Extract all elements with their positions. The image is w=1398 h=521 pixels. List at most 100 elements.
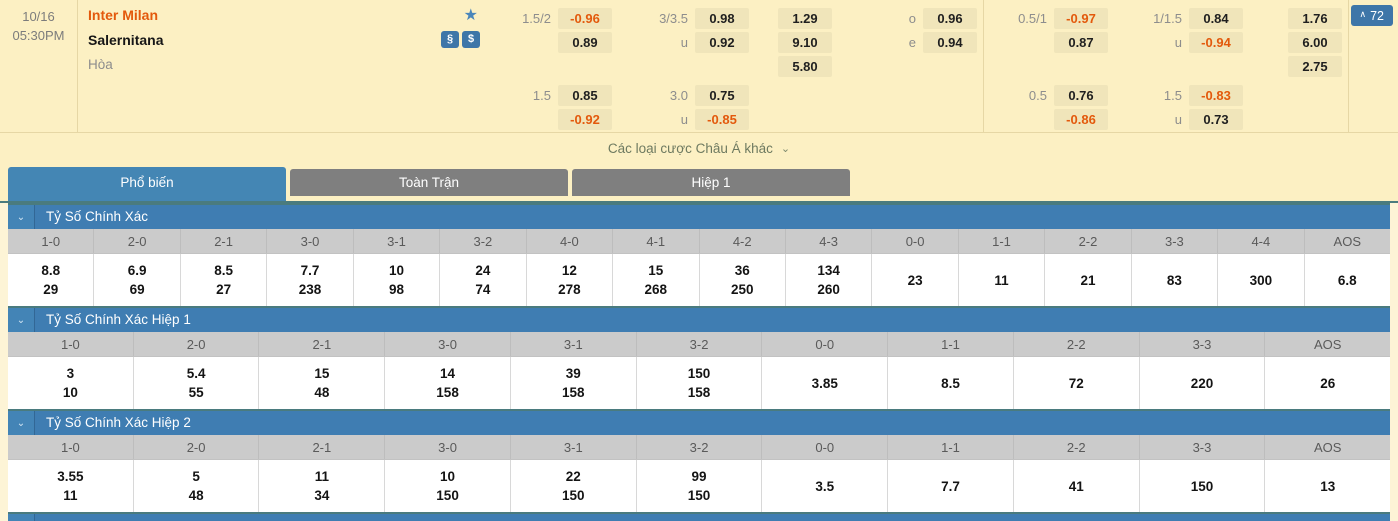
more-asian-bets-link[interactable]: Các loại cược Châu Á khác ⌄ xyxy=(0,133,1398,163)
next-section-header-partial[interactable] xyxy=(8,514,1390,521)
score-odds-cell[interactable]: 300 xyxy=(1218,254,1305,306)
odds-pill-1x2[interactable]: 2.75 xyxy=(1288,55,1342,77)
bet-slip-icon[interactable]: § xyxy=(441,31,459,48)
section-header[interactable]: ⌄ Tỷ Số Chính Xác xyxy=(8,205,1390,229)
odds-pill-handicap[interactable]: -0.97 xyxy=(1054,7,1108,29)
score-odds-cell[interactable]: 41 xyxy=(1014,460,1140,512)
odds-pill-1x2[interactable]: 1.76 xyxy=(1288,7,1342,29)
tab-hiep-1[interactable]: Hiệp 1 xyxy=(572,169,850,196)
score-column-header: 2-2 xyxy=(1045,229,1132,253)
score-odds-cell[interactable]: 14 158 xyxy=(385,357,511,409)
odds-row: 1/1.5 0.84 xyxy=(1114,6,1249,30)
odds-pill-over-under[interactable]: 0.73 xyxy=(1189,108,1243,130)
odds-pill-over-under[interactable]: 0.98 xyxy=(695,7,749,29)
next-section-partial xyxy=(8,512,1390,521)
collapse-chevron-icon[interactable] xyxy=(8,514,35,521)
score-odds-cell[interactable]: 3.5 xyxy=(762,460,889,512)
tab-pho-bien[interactable]: Phổ biến xyxy=(8,167,286,201)
score-odds-cell[interactable]: 5.4 55 xyxy=(134,357,260,409)
odds-pill-1x2[interactable]: 5.80 xyxy=(778,55,832,77)
score-odds-cell[interactable]: 6.9 69 xyxy=(94,254,181,306)
odds-pill-1x2[interactable]: 6.00 xyxy=(1288,31,1342,53)
score-odds-cell[interactable]: 6.8 xyxy=(1305,254,1390,306)
odds-line-label: 3.0 xyxy=(669,87,688,103)
score-odds-cell[interactable]: 72 xyxy=(1014,357,1140,409)
score-column-header: 3-0 xyxy=(385,435,511,459)
score-odds-cell[interactable]: 13 xyxy=(1265,460,1390,512)
score-odds-cell[interactable]: 83 xyxy=(1132,254,1219,306)
section-header[interactable]: ⌄ Tỷ Số Chính Xác Hiệp 2 xyxy=(8,411,1390,435)
score-odds-cell[interactable]: 21 xyxy=(1045,254,1132,306)
odds-row: u 0.92 xyxy=(618,30,755,54)
score-odds-value: 150 xyxy=(1190,478,1214,494)
score-odds-cell[interactable]: 12 278 xyxy=(527,254,614,306)
odds-pill-over-under[interactable]: -0.94 xyxy=(1189,31,1243,53)
odds-pill-handicap[interactable]: -0.96 xyxy=(558,7,612,29)
odds-pill-handicap[interactable]: -0.92 xyxy=(558,108,612,130)
favorite-star-icon[interactable]: ★ xyxy=(463,7,478,24)
odds-pill-over-under[interactable]: 0.92 xyxy=(695,31,749,53)
score-odds-cell[interactable]: 11 xyxy=(959,254,1046,306)
home-team-name: Inter Milan xyxy=(88,7,159,23)
score-odds-cell[interactable]: 5 48 xyxy=(134,460,260,512)
score-odds-cell[interactable]: 7.7 xyxy=(888,460,1014,512)
score-odds-cell[interactable]: 3.55 11 xyxy=(8,460,134,512)
odds-pill-odd-even[interactable]: 0.96 xyxy=(923,7,977,29)
odds-pill-1x2[interactable]: 1.29 xyxy=(778,7,832,29)
collapse-chevron-icon[interactable]: ⌄ xyxy=(8,308,35,332)
odds-line-label: u xyxy=(1174,111,1182,127)
odds-column-over-under: 1/1.5 0.84 u -0.94 1.5 -0.83 u 0.73 xyxy=(1114,6,1249,133)
score-odds-cell[interactable]: 150 158 xyxy=(637,357,763,409)
odds-pill-over-under[interactable]: 0.84 xyxy=(1189,7,1243,29)
score-odds-cell[interactable]: 10 150 xyxy=(385,460,511,512)
score-column-header: 3-3 xyxy=(1140,435,1266,459)
score-odds-cell[interactable]: 8.5 xyxy=(888,357,1014,409)
score-odds-cell[interactable]: 24 74 xyxy=(440,254,527,306)
score-odds-cell[interactable]: 10 98 xyxy=(354,254,441,306)
odds-pill-handicap[interactable]: -0.86 xyxy=(1054,108,1108,130)
score-odds-cell[interactable]: 150 xyxy=(1140,460,1266,512)
section-header[interactable]: ⌄ Tỷ Số Chính Xác Hiệp 1 xyxy=(8,308,1390,332)
score-odds-cell[interactable]: 15 268 xyxy=(613,254,700,306)
score-odds-cell[interactable]: 134 260 xyxy=(786,254,873,306)
score-odds-cell[interactable]: 7.7 238 xyxy=(267,254,354,306)
tab-toan-tran[interactable]: Toàn Trận xyxy=(290,169,568,196)
score-odds-away: 69 xyxy=(129,282,145,297)
score-column-header: 1-0 xyxy=(8,435,134,459)
odds-pill-over-under[interactable]: -0.83 xyxy=(1189,84,1243,106)
odds-pill-handicap[interactable]: 0.89 xyxy=(558,31,612,53)
odds-pill-over-under[interactable]: 0.75 xyxy=(695,84,749,106)
score-odds-away: 27 xyxy=(216,282,232,297)
odds-pill-handicap[interactable]: 0.85 xyxy=(558,84,612,106)
score-odds-cell[interactable]: 26 xyxy=(1265,357,1390,409)
odds-line-label: 1.5 xyxy=(1163,87,1182,103)
score-values-row: 3.55 11 5 48 11 34 10 150 22 150 99 150 3.5 7.7 41 150 1… xyxy=(8,460,1390,512)
score-odds-cell[interactable]: 3.85 xyxy=(762,357,889,409)
score-values-row: 8.8 29 6.9 69 8.5 27 7.7 238 10 98 24 74 12 278 15 268 3… xyxy=(8,254,1390,306)
cash-out-icon[interactable]: $ xyxy=(462,31,480,48)
markets-count-button[interactable]: ∧ 72 xyxy=(1350,5,1393,26)
score-odds-cell[interactable]: 8.5 27 xyxy=(181,254,268,306)
odds-pill-handicap[interactable]: 0.87 xyxy=(1054,31,1108,53)
score-odds-cell[interactable]: 220 xyxy=(1140,357,1266,409)
score-column-header: 3-1 xyxy=(511,435,637,459)
score-odds-home: 12 xyxy=(561,263,577,278)
odds-pill-odd-even[interactable]: 0.94 xyxy=(923,31,977,53)
score-odds-cell[interactable]: 11 34 xyxy=(259,460,386,512)
odds-row xyxy=(1249,107,1348,131)
score-odds-cell[interactable]: 3 10 xyxy=(8,357,134,409)
score-odds-cell[interactable]: 8.8 29 xyxy=(8,254,95,306)
odds-pill-1x2[interactable]: 9.10 xyxy=(778,31,832,53)
odds-pill-handicap[interactable]: 0.76 xyxy=(1054,84,1108,106)
score-odds-cell[interactable]: 99 150 xyxy=(637,460,763,512)
score-odds-cell[interactable]: 23 xyxy=(872,254,959,306)
score-odds-cell[interactable]: 39 158 xyxy=(511,357,637,409)
collapse-chevron-icon[interactable]: ⌄ xyxy=(8,411,35,435)
collapse-chevron-icon[interactable]: ⌄ xyxy=(8,205,35,229)
odds-row: -0.86 xyxy=(984,107,1114,131)
odds-row: 1.5 0.85 xyxy=(488,83,618,107)
score-odds-cell[interactable]: 15 48 xyxy=(259,357,386,409)
odds-pill-over-under[interactable]: -0.85 xyxy=(695,108,749,130)
score-odds-cell[interactable]: 36 250 xyxy=(700,254,786,306)
score-odds-cell[interactable]: 22 150 xyxy=(511,460,637,512)
